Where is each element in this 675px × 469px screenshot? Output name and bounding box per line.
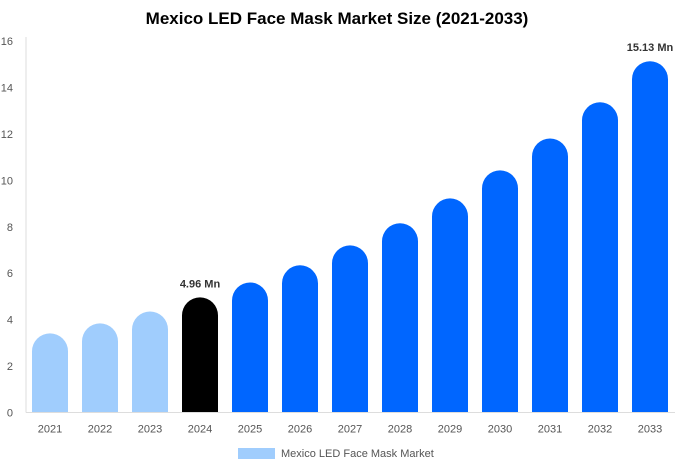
bar-2021[interactable] — [32, 333, 68, 413]
legend-label: Mexico LED Face Mask Market — [281, 448, 434, 460]
bar-2032[interactable] — [582, 102, 618, 413]
bar-2029[interactable] — [432, 198, 468, 413]
y-tick-label: 0 — [7, 408, 13, 420]
bar-2027[interactable] — [332, 245, 368, 413]
bar-2031[interactable] — [532, 138, 568, 413]
x-tick-label: 2032 — [588, 424, 612, 436]
y-tick-label: 4 — [7, 315, 13, 327]
bar-2030[interactable] — [482, 170, 518, 413]
bar-2024[interactable] — [182, 297, 218, 413]
x-tick-label: 2033 — [638, 424, 662, 436]
y-tick-label: 10 — [1, 175, 13, 187]
y-tick-label: 2 — [7, 361, 13, 373]
y-tick-label: 6 — [7, 268, 13, 280]
y-tick-label: 12 — [1, 129, 13, 141]
x-tick-label: 2023 — [138, 424, 162, 436]
bar-2033[interactable] — [632, 61, 668, 413]
bar-2023[interactable] — [132, 311, 168, 413]
chart-title: Mexico LED Face Mask Market Size (2021-2… — [146, 9, 529, 28]
x-tick-label: 2029 — [438, 424, 462, 436]
y-axis: 0 2 4 6 8 10 12 14 16 — [1, 36, 27, 420]
bar-2028[interactable] — [382, 223, 418, 413]
bar-2026[interactable] — [282, 265, 318, 413]
x-tick-label: 2022 — [88, 424, 112, 436]
x-tick-label: 2031 — [538, 424, 562, 436]
x-tick-label: 2021 — [38, 424, 62, 436]
bar-2025[interactable] — [232, 282, 268, 413]
y-tick-label: 8 — [7, 222, 13, 234]
bar-2022[interactable] — [82, 323, 118, 413]
y-tick-label: 14 — [1, 82, 13, 94]
legend[interactable]: Mexico LED Face Mask Market — [238, 448, 434, 460]
legend-swatch — [238, 448, 275, 459]
x-tick-label: 2024 — [188, 424, 212, 436]
data-label: 4.96 Mn — [180, 278, 221, 290]
x-tick-label: 2025 — [238, 424, 262, 436]
x-axis: 2021 2022 2023 2024 2025 2026 2027 2028 2029 2030… — [26, 412, 675, 436]
x-tick-label: 2026 — [288, 424, 312, 436]
bars: 4.96 Mn 15.13 Mn — [32, 42, 674, 413]
x-tick-label: 2027 — [338, 424, 362, 436]
x-tick-label: 2030 — [488, 424, 512, 436]
x-tick-label: 2028 — [388, 424, 412, 436]
y-tick-label: 16 — [1, 36, 13, 48]
data-label: 15.13 Mn — [627, 42, 674, 54]
